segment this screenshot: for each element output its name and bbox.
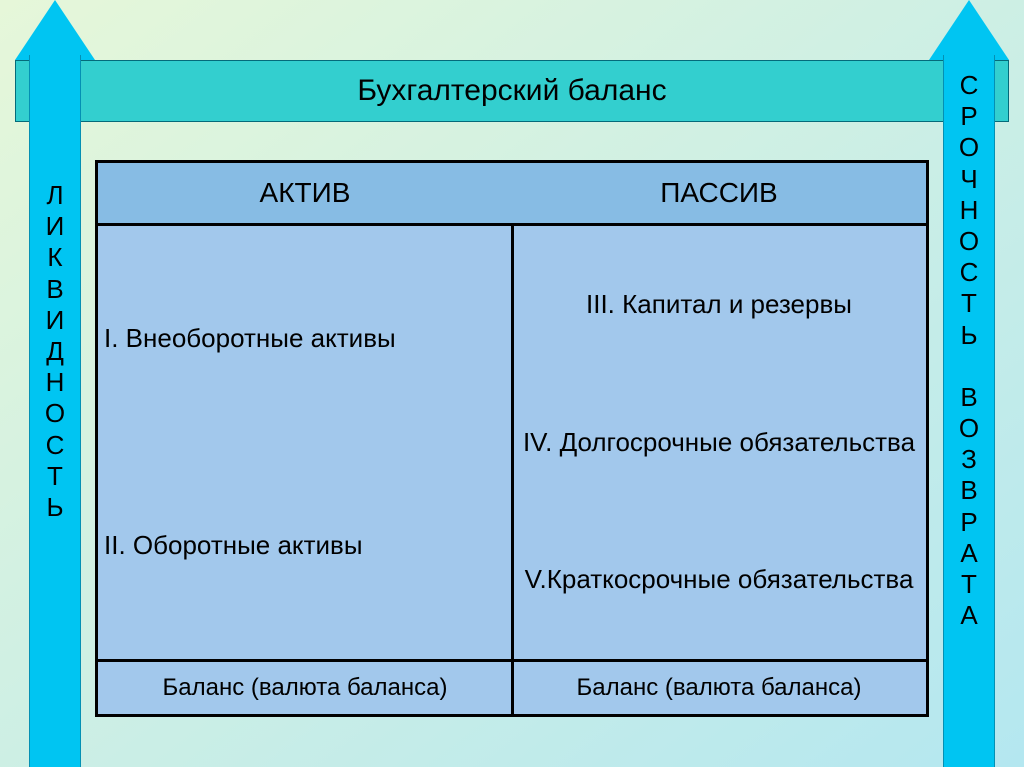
- table-item: I. Внеоборотные активы: [104, 322, 506, 356]
- header-asset: АКТИВ: [98, 163, 512, 223]
- asset-column: I. Внеоборотные активы II. Оборотные акти…: [98, 226, 512, 659]
- title-text: Бухгалтерский баланс: [357, 74, 666, 108]
- table-footer-row: Баланс (валюта баланса) Баланс (валюта б…: [98, 659, 926, 714]
- arrow-up-icon: [15, 0, 95, 60]
- right-arrow-label: СРОЧНОСТЬ ВОЗВРАТА: [929, 70, 1009, 631]
- table-header-row: АКТИВ ПАССИВ: [98, 163, 926, 226]
- title-bar: Бухгалтерский баланс: [15, 60, 1009, 122]
- table-body: I. Внеоборотные активы II. Оборотные акти…: [98, 226, 926, 659]
- left-arrow: ЛИКВИДНОСТЬ: [15, 0, 95, 767]
- diagram-canvas: Бухгалтерский баланс ЛИКВИДНОСТЬ СРОЧНОС…: [0, 0, 1024, 767]
- table-item: III. Капитал и резервы: [518, 288, 920, 322]
- balance-table: АКТИВ ПАССИВ I. Внеоборотные активы II. О…: [95, 160, 929, 717]
- left-arrow-label: ЛИКВИДНОСТЬ: [15, 180, 95, 523]
- table-item: V.Краткосрочные обязательства: [518, 563, 920, 597]
- footer-asset: Баланс (валюта баланса): [98, 662, 512, 714]
- right-arrow: СРОЧНОСТЬ ВОЗВРАТА: [929, 0, 1009, 767]
- liability-column: III. Капитал и резервы IV. Долгосрочные о…: [512, 226, 926, 659]
- table-item: IV. Долгосрочные обязательства: [518, 426, 920, 460]
- header-liability: ПАССИВ: [512, 163, 926, 223]
- footer-liability: Баланс (валюта баланса): [512, 662, 926, 714]
- arrow-up-icon: [929, 0, 1009, 60]
- table-item: II. Оборотные активы: [104, 529, 506, 563]
